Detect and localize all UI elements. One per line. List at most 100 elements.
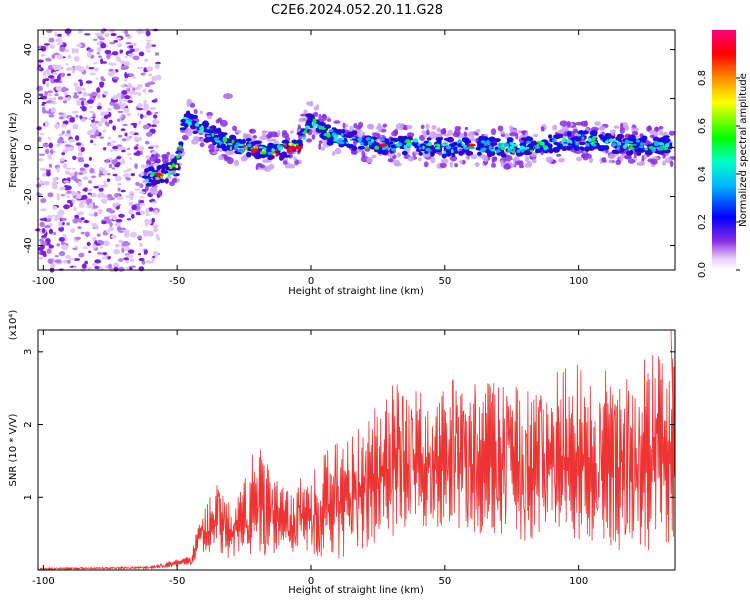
- spectrogram-peak-blob: [178, 145, 183, 149]
- spectrogram-core-blob: [663, 135, 670, 139]
- spectrogram-noise-blob: [100, 198, 107, 203]
- spectrogram-noise-blob: [99, 246, 103, 249]
- spectrogram-peak-blob: [630, 146, 635, 150]
- spectrogram-noise-blob: [79, 80, 84, 87]
- spectrogram-noise-blob: [98, 209, 103, 215]
- spectrogram-halo-blob: [393, 159, 401, 167]
- spectrogram-peak-blob: [551, 139, 558, 142]
- spectrogram-noise-blob: [88, 48, 94, 53]
- spectrogram-peak-blob: [391, 148, 397, 152]
- spectrogram-peak-blob: [352, 138, 357, 141]
- spectrogram-peak-blob: [469, 146, 475, 150]
- spectrogram-core-blob: [145, 182, 152, 187]
- spectrogram-core-blob: [326, 140, 334, 146]
- spectrogram-core-blob: [192, 130, 198, 134]
- spectrogram-core-blob: [641, 137, 647, 143]
- spectrogram-noise-blob: [108, 119, 113, 124]
- spectrogram-noise-blob: [143, 115, 148, 118]
- x-tick-label: -50: [169, 576, 185, 587]
- spectrogram-peak-blob: [480, 140, 486, 144]
- spectrogram-core-blob: [179, 127, 187, 131]
- spectrogram-noise-blob: [115, 56, 121, 61]
- spectrogram-peak-blob: [214, 137, 219, 142]
- spectrogram-halo-blob: [345, 123, 349, 128]
- spectrogram-noise-blob: [114, 222, 121, 227]
- spectrogram-noise-blob: [130, 265, 136, 268]
- spectrogram-peak-blob: [237, 149, 242, 153]
- spectrogram-noise-blob: [74, 171, 78, 177]
- spectrogram-peak-blob: [156, 176, 160, 179]
- spectrogram-noise-blob: [116, 144, 123, 147]
- spectrogram-noise-blob: [108, 163, 113, 169]
- spectrogram-halo-blob: [650, 158, 658, 165]
- spectrogram-noise-blob: [47, 90, 53, 94]
- spectrogram-noise-blob: [155, 61, 161, 65]
- spectrogram-noise-blob: [43, 43, 51, 46]
- spectrogram-halo-blob: [334, 147, 342, 155]
- spectrogram-noise-blob: [68, 138, 76, 143]
- spectrogram-noise-blob: [100, 42, 107, 49]
- spectrogram-noise-blob: [40, 198, 47, 204]
- spectrogram-noise-blob: [65, 28, 72, 33]
- spectrogram-noise-blob: [124, 242, 131, 246]
- spectrogram-peak-blob: [318, 127, 324, 130]
- spectrogram-peak-blob: [669, 142, 673, 146]
- spectrogram-peak-blob: [360, 145, 363, 148]
- spectrogram-noise-blob: [56, 143, 61, 147]
- spectrogram-noise-blob: [52, 231, 57, 236]
- spectrogram-noise-blob: [103, 230, 107, 236]
- spectrogram-halo-blob: [318, 143, 322, 150]
- spectrogram-peak-blob: [616, 146, 620, 151]
- x-tick-label: 100: [569, 576, 588, 587]
- spectrogram-noise-blob: [145, 50, 152, 53]
- spectrogram-halo-blob: [517, 130, 522, 134]
- spectrogram-noise-blob: [52, 176, 58, 182]
- spectrogram-noise-blob: [78, 172, 84, 176]
- spectrogram-noise-blob: [139, 203, 146, 206]
- spectrogram-peak-blob: [305, 127, 308, 131]
- spectrogram-noise-blob: [138, 137, 142, 142]
- spectrogram-noise-blob: [48, 163, 53, 168]
- spectrogram-noise-blob: [91, 193, 98, 198]
- spectrogram-noise-blob: [107, 108, 112, 111]
- spectrogram-noise-blob: [88, 117, 94, 121]
- y-tick-label: -40: [23, 237, 34, 253]
- spectrogram-halo-blob: [641, 155, 645, 162]
- spectrogram-noise-blob: [105, 218, 112, 224]
- spectrogram-peak-blob: [165, 166, 170, 171]
- spectrogram-noise-blob: [103, 180, 107, 185]
- spectrogram-peak-blob: [271, 148, 276, 152]
- spectrogram-noise-blob: [96, 93, 101, 99]
- spectrogram-peak-blob: [403, 144, 407, 149]
- spectrogram-noise-blob: [123, 173, 130, 178]
- spectrogram-noise-blob: [54, 31, 58, 37]
- spectrogram-noise-blob: [126, 218, 131, 221]
- spectrogram-noise-blob: [144, 103, 149, 109]
- spectrogram-noise-blob: [145, 207, 150, 214]
- spectrogram-noise-blob: [143, 100, 147, 104]
- spectrogram-noise-blob: [50, 263, 56, 269]
- spectrogram-peak-blob: [160, 176, 163, 179]
- spectrogram-noise-blob: [89, 129, 96, 134]
- spectrogram-noise-blob: [103, 115, 109, 119]
- spectrogram-peak-blob: [581, 136, 585, 140]
- spectrogram-peak-blob: [199, 126, 205, 130]
- spectrogram-noise-blob: [118, 213, 125, 218]
- spectrogram-core-blob: [281, 151, 287, 157]
- spectrogram-peak-blob: [206, 135, 212, 137]
- spectrogram-core-blob: [561, 146, 568, 151]
- spectrogram-noise-blob: [151, 75, 158, 82]
- spectrogram-noise-blob: [122, 123, 128, 127]
- spectrogram-halo-blob: [436, 128, 440, 133]
- spectrogram-halo-blob: [601, 157, 607, 162]
- spectrogram-noise-blob: [48, 228, 54, 235]
- spectrogram-marks: [35, 27, 676, 273]
- spectrogram-peak-blob: [171, 170, 176, 173]
- spectrogram-max-peak: [295, 146, 303, 150]
- spectrogram-max-peak: [154, 172, 163, 177]
- spectrogram-noise-blob: [89, 168, 95, 173]
- spectrogram-noise-blob: [66, 222, 70, 226]
- spectrogram-noise-blob: [80, 118, 87, 123]
- spectrogram-halo-blob: [322, 113, 326, 119]
- spectrogram-noise-blob: [139, 242, 143, 247]
